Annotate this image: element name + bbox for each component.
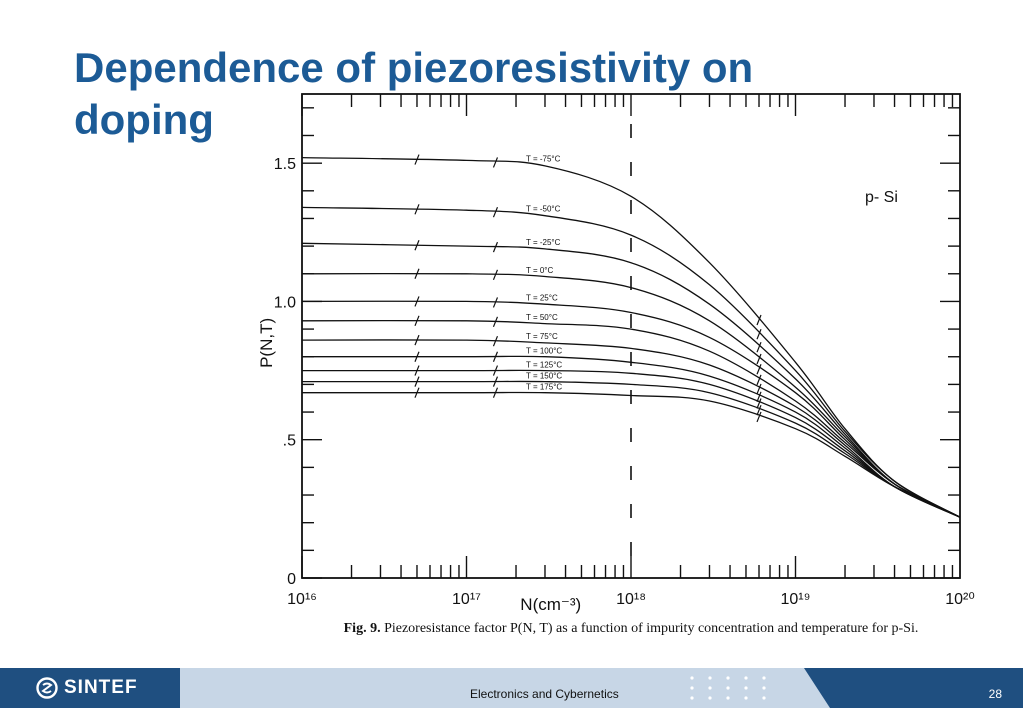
series-marker bbox=[492, 157, 499, 168]
series-marker bbox=[414, 296, 420, 307]
page-number: 28 bbox=[988, 687, 1002, 701]
y-tick-label: 1.5 bbox=[274, 156, 296, 173]
series-label: T = 125°C bbox=[526, 361, 562, 370]
series-marker bbox=[414, 204, 420, 215]
series-marker bbox=[492, 376, 499, 387]
y-tick-label: 1.0 bbox=[274, 294, 296, 311]
series-marker bbox=[492, 316, 499, 328]
series-marker bbox=[756, 328, 762, 340]
sintef-logo-icon bbox=[36, 677, 58, 699]
piezoresistance-chart: T = -75°C T = -50°C T = -25°C T = 0°C T = 25… bbox=[257, 93, 975, 614]
series-marker bbox=[756, 364, 762, 375]
series-marker bbox=[414, 154, 420, 165]
series-label: T = 150°C bbox=[526, 372, 562, 381]
series-marker bbox=[756, 383, 762, 395]
x-tick-label: 10¹⁹ bbox=[781, 591, 811, 608]
footer: SINTEF Electronics and Cybernetics 28 bbox=[0, 668, 1023, 708]
series-marker bbox=[756, 353, 762, 365]
y-tick-label: .5 bbox=[283, 433, 296, 450]
series-marker bbox=[414, 240, 420, 251]
series-line bbox=[302, 369, 961, 518]
figure-caption-prefix: Fig. 9. bbox=[343, 621, 381, 636]
series-marker bbox=[414, 315, 420, 327]
series-marker bbox=[756, 411, 762, 423]
series-marker bbox=[756, 314, 762, 326]
sintef-logo-text: SINTEF bbox=[64, 677, 138, 698]
series-label: T = 100°C bbox=[526, 347, 562, 356]
series-marker bbox=[756, 341, 762, 353]
series-label: T = 25°C bbox=[526, 294, 558, 303]
series-label: T = -50°C bbox=[526, 204, 561, 213]
series-line bbox=[301, 156, 961, 518]
series-marker bbox=[756, 404, 762, 416]
p-si-annotation: p- Si bbox=[865, 189, 898, 206]
y-axis-label: P(N,T) bbox=[257, 318, 276, 368]
x-tick-label: 10¹⁸ bbox=[616, 591, 646, 608]
series-line bbox=[302, 391, 961, 518]
series-marker bbox=[414, 387, 420, 398]
series-line bbox=[301, 300, 961, 518]
x-tick-label: 10²⁰ bbox=[945, 591, 975, 608]
series-line bbox=[301, 319, 961, 518]
series-label: T = 175°C bbox=[526, 383, 562, 392]
series-marker bbox=[492, 297, 499, 308]
series-marker bbox=[492, 269, 499, 281]
figure-caption-text: Piezoresistance factor P(N, T) as a func… bbox=[384, 621, 919, 636]
series-marker bbox=[414, 351, 420, 362]
series-line bbox=[302, 355, 961, 518]
series-label: T = -25°C bbox=[526, 238, 561, 247]
series-marker bbox=[414, 334, 420, 346]
series-line bbox=[302, 380, 961, 518]
series-marker bbox=[414, 376, 420, 387]
sintef-logo: SINTEF bbox=[36, 677, 138, 699]
series-label: T = 75°C bbox=[526, 332, 558, 341]
footer-light-band bbox=[180, 668, 830, 708]
y-tick-label: 0 bbox=[287, 571, 296, 588]
series-marker bbox=[492, 365, 499, 376]
series-label: T = 0°C bbox=[526, 266, 554, 275]
series-marker bbox=[414, 365, 420, 376]
series-marker bbox=[492, 387, 499, 398]
series-label: T = -75°C bbox=[526, 155, 561, 164]
series-label: T = 50°C bbox=[526, 313, 558, 322]
series-marker bbox=[414, 268, 420, 279]
series-marker bbox=[756, 398, 762, 409]
x-tick-label: 10¹⁷ bbox=[452, 591, 481, 608]
department-label: Electronics and Cybernetics bbox=[470, 687, 619, 701]
series-marker bbox=[756, 391, 762, 403]
dot-pattern-icon bbox=[690, 676, 766, 700]
series-marker bbox=[492, 206, 499, 218]
series-line bbox=[301, 206, 961, 518]
series-marker bbox=[492, 351, 499, 362]
series-marker bbox=[492, 241, 499, 253]
slide-title: Dependence of piezoresistivity on doping bbox=[74, 44, 754, 143]
figure-caption: Fig. 9. Piezoresistance factor P(N, T) a… bbox=[286, 620, 976, 637]
series-line bbox=[301, 272, 961, 518]
series-marker bbox=[492, 335, 499, 347]
x-axis-label: N(cm⁻³) bbox=[520, 595, 581, 614]
x-tick-label: 10¹⁶ bbox=[287, 591, 317, 608]
series-marker bbox=[756, 374, 762, 386]
